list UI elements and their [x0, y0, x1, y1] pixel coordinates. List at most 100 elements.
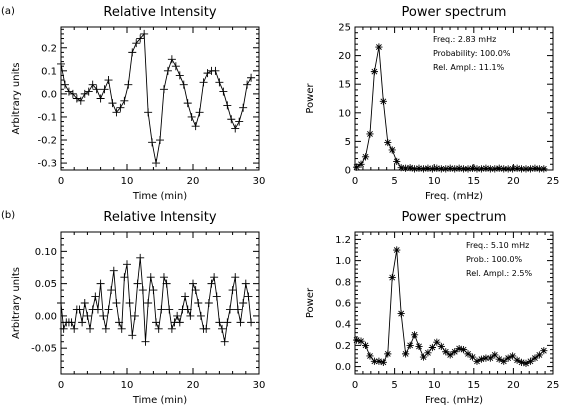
plus-marker	[83, 311, 92, 320]
plus-marker	[231, 124, 240, 133]
plus-marker	[204, 299, 213, 307]
chart-title: Relative Intensity	[103, 5, 216, 20]
asterisk-marker	[415, 164, 423, 172]
asterisk-marker	[419, 165, 428, 173]
asterisk-marker	[384, 350, 392, 358]
asterisk-marker	[433, 164, 441, 172]
chart-panel-2: Relative Intensity Time (min) Arbitrary un…	[11, 210, 265, 406]
plus-marker	[196, 311, 205, 320]
asterisk-marker	[379, 358, 387, 366]
asterisk-marker	[459, 165, 468, 173]
asterisk-marker	[397, 309, 405, 318]
plus-marker	[86, 324, 95, 333]
plus-marker	[212, 292, 221, 301]
plus-marker	[91, 292, 100, 301]
asterisk-marker	[473, 357, 481, 365]
plus-marker	[191, 286, 200, 295]
asterisk-marker	[482, 164, 490, 172]
plus-marker	[159, 85, 168, 94]
plus-marker	[239, 299, 248, 307]
chart-panel-3: Power spectrum Freq. (mHz) Power 0 5 10 15 20 25…	[305, 210, 559, 406]
y-tick-label: 20	[338, 51, 351, 62]
asterisk-marker	[352, 336, 361, 344]
y-tick-label: 0.8	[335, 277, 351, 288]
x-tick-label: 0	[58, 380, 64, 391]
y-tick-label: -0.3	[37, 159, 57, 170]
plus-marker	[152, 318, 161, 327]
asterisk-marker	[491, 351, 499, 359]
plus-marker	[231, 273, 240, 282]
asterisk-marker	[482, 354, 490, 362]
asterisk-marker	[486, 165, 494, 173]
plus-marker	[186, 311, 195, 320]
plus-marker	[175, 71, 184, 80]
plus-marker	[112, 299, 121, 307]
asterisk-marker	[535, 351, 543, 359]
plus-marker	[120, 96, 129, 105]
x-axis-label: Freq. (mHz)	[425, 191, 483, 202]
plus-marker	[92, 85, 101, 94]
asterisk-marker	[406, 341, 414, 349]
plus-marker	[124, 80, 133, 89]
plus-marker	[244, 292, 253, 301]
y-tick-label: 0.0	[41, 89, 57, 100]
plus-marker	[195, 108, 204, 117]
y-tick-label: 1.2	[335, 235, 351, 246]
x-tick-label: 0	[58, 176, 64, 187]
x-tick-label: 10	[428, 380, 441, 391]
asterisk-marker	[419, 353, 428, 361]
plus-marker	[84, 87, 93, 96]
asterisk-marker	[428, 343, 436, 352]
plus-marker	[123, 260, 131, 269]
plus-marker	[132, 39, 141, 48]
asterisk-marker	[513, 356, 521, 364]
plus-marker	[88, 80, 97, 89]
plus-marker	[171, 62, 180, 71]
plus-marker	[112, 108, 121, 117]
plus-marker	[247, 73, 256, 82]
plus-marker	[70, 324, 79, 333]
plus-marker	[157, 305, 166, 314]
plus-marker	[241, 279, 250, 288]
plus-marker	[93, 305, 102, 314]
plus-marker	[187, 112, 196, 121]
asterisk-marker	[495, 355, 503, 363]
series-markers	[57, 29, 256, 168]
plus-marker	[163, 66, 172, 75]
asterisk-marker	[517, 165, 526, 173]
plus-marker	[57, 299, 65, 307]
plus-marker	[96, 279, 105, 288]
plus-marker	[154, 324, 163, 333]
plus-marker	[175, 318, 184, 327]
plot-frame	[60, 231, 260, 375]
series-line	[60, 32, 252, 164]
plus-marker	[100, 85, 109, 94]
plus-marker	[156, 136, 164, 145]
plus-marker	[75, 305, 84, 314]
plus-marker	[57, 59, 65, 68]
asterisk-marker	[397, 164, 405, 172]
asterisk-marker	[379, 97, 387, 105]
plus-marker	[181, 292, 190, 301]
plus-marker	[78, 318, 87, 327]
chart-panel-1: Power spectrum Freq. (mHz) Power 0 5 10 15 20 25…	[305, 5, 559, 202]
y-tick-label: 25	[338, 23, 351, 34]
x-tick-label: 15	[467, 176, 480, 187]
x-tick-label: 10	[428, 176, 441, 187]
y-tick-label: 0.2	[41, 43, 57, 54]
plus-marker	[136, 253, 145, 262]
plus-marker	[165, 305, 174, 314]
asterisk-marker	[509, 352, 517, 360]
asterisk-marker	[410, 331, 419, 339]
asterisk-marker	[361, 153, 370, 161]
plus-marker	[133, 279, 142, 288]
plus-marker	[99, 311, 108, 320]
plus-marker	[199, 78, 208, 87]
asterisk-marker	[361, 341, 370, 349]
plus-marker	[108, 99, 117, 108]
plus-marker	[162, 279, 171, 288]
x-axis-label: Time (min)	[132, 395, 187, 406]
panel-label-b: (b)	[1, 210, 15, 221]
x-tick-label: 10	[121, 380, 134, 391]
